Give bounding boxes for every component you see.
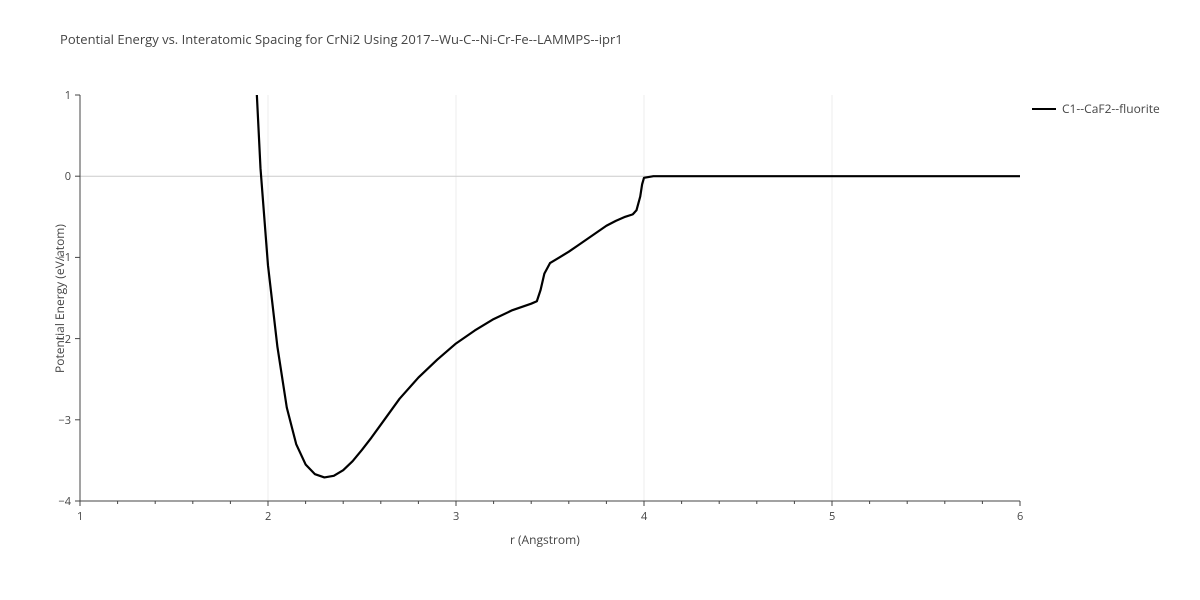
chart-container: Potential Energy vs. Interatomic Spacing…: [0, 0, 1200, 600]
plot-area: [80, 95, 1020, 501]
y-tick-label: 0: [65, 169, 71, 184]
chart-title: Potential Energy vs. Interatomic Spacing…: [60, 30, 623, 48]
x-tick-label: 1: [77, 509, 83, 524]
x-tick-label: 6: [1017, 509, 1023, 524]
x-tick-label: 3: [453, 509, 459, 524]
x-axis-label: r (Angstrom): [510, 531, 580, 548]
y-tick-label: −3: [58, 413, 71, 428]
legend-label: C1--CaF2--fluorite: [1062, 100, 1160, 117]
legend: C1--CaF2--fluorite: [1032, 100, 1160, 117]
y-tick-label: 1: [65, 88, 71, 103]
y-tick-label: −2: [58, 332, 71, 347]
legend-swatch: [1032, 108, 1056, 110]
y-tick-label: −1: [58, 250, 71, 265]
x-tick-label: 2: [265, 509, 271, 524]
y-tick-label: −4: [58, 494, 71, 509]
x-tick-label: 5: [829, 509, 835, 524]
y-axis-label: Potential Energy (eV/atom): [51, 224, 68, 373]
x-tick-label: 4: [641, 509, 647, 524]
